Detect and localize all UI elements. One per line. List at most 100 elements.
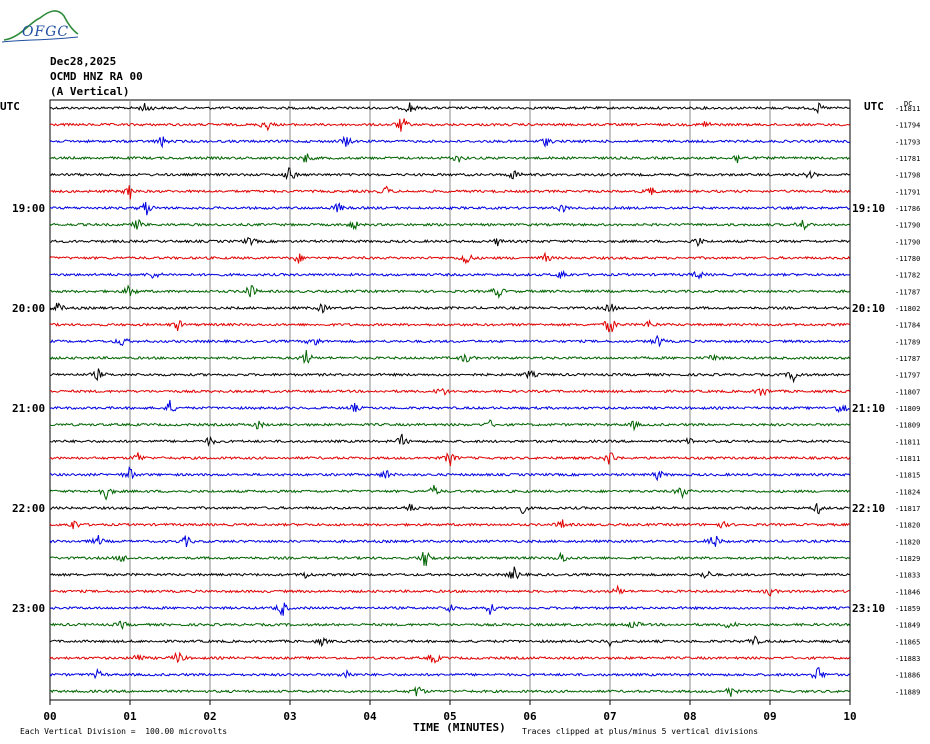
trace-line — [49, 399, 850, 414]
trace-line — [49, 519, 850, 530]
trace-line — [49, 135, 850, 149]
trace-line — [49, 284, 850, 300]
dc-offset-label: -11790 — [895, 238, 920, 246]
dc-offset-label: -11824 — [895, 488, 920, 496]
trace-line — [49, 566, 850, 580]
right-hour-label: 21:10 — [852, 402, 885, 415]
trace-line — [49, 185, 851, 200]
trace-line — [49, 118, 850, 132]
dc-header: DC — [904, 100, 912, 108]
trace-line — [49, 419, 851, 432]
trace-line — [49, 620, 851, 631]
left-hour-label: 20:00 — [12, 302, 45, 315]
x-tick-label: 00 — [43, 710, 56, 723]
dc-offset-label: -11789 — [895, 338, 920, 346]
left-hour-label: 21:00 — [12, 402, 45, 415]
x-tick-label: 06 — [523, 710, 537, 723]
dc-offset-label: -11829 — [895, 555, 920, 563]
trace-line — [49, 334, 850, 348]
trace-line — [49, 153, 850, 164]
dc-offset-label: -11797 — [895, 372, 920, 380]
x-tick-label: 07 — [603, 710, 616, 723]
right-axis-title: UTC — [864, 100, 884, 113]
x-tick-label: 05 — [443, 710, 456, 723]
x-axis-title: TIME (MINUTES) — [413, 721, 506, 734]
trace-line — [49, 651, 851, 664]
trace-line — [50, 368, 850, 384]
dc-offset-label: -11811 — [895, 105, 920, 113]
dc-offset-label: -11833 — [895, 572, 920, 580]
trace-line — [49, 484, 850, 501]
trace-line — [49, 349, 851, 365]
x-tick-label: 01 — [123, 710, 137, 723]
dc-offset-label: -11820 — [895, 522, 920, 530]
dc-offset-label: -11809 — [895, 405, 920, 413]
trace-line — [49, 503, 850, 515]
dc-offset-label: -11849 — [895, 622, 920, 630]
trace-line — [49, 236, 850, 248]
dc-offset-label: -11786 — [895, 205, 920, 213]
x-tick-label: 02 — [203, 710, 216, 723]
logo-icon — [1, 10, 79, 43]
trace-line — [49, 318, 850, 333]
dc-offset-label: -11787 — [895, 355, 920, 363]
component-label: (A Vertical) — [50, 85, 130, 98]
trace-line — [49, 452, 851, 467]
dc-offset-label: -11793 — [895, 138, 920, 146]
trace-line — [49, 535, 850, 548]
trace-line — [49, 102, 850, 115]
dc-offset-label: -11780 — [895, 255, 920, 263]
dc-offset-label: -11815 — [895, 472, 920, 480]
plot-grid — [49, 99, 851, 705]
trace-line — [49, 251, 851, 265]
dc-offset-label: -11865 — [895, 638, 920, 646]
dc-offset-label: -11846 — [895, 588, 920, 596]
trace-line — [49, 201, 850, 216]
x-tick-label: 10 — [843, 710, 856, 723]
dc-offset-label: -11787 — [895, 288, 920, 296]
dc-offset-label: -11883 — [895, 655, 920, 663]
date-label: Dec28,2025 — [50, 55, 117, 68]
dc-offset-label: -11790 — [895, 222, 920, 230]
dc-offset-label: -11820 — [895, 538, 920, 546]
x-tick-label: 04 — [363, 710, 377, 723]
scale-note: Each Vertical Division = 100.00 microvol… — [20, 727, 228, 736]
left-hour-label: 22:00 — [12, 502, 45, 515]
dc-offset-label: -11886 — [895, 672, 920, 680]
trace-line — [49, 302, 850, 314]
dc-offset-label: -11802 — [895, 305, 920, 313]
axis-labels: 00 01 02 03 04 05 06 07 08 09 10 UTC UTC DC 19:00 20:00… — [0, 100, 920, 723]
dc-offset-label: -11811 — [895, 438, 920, 446]
dc-offset-label: -11817 — [895, 505, 920, 513]
trace-line — [49, 635, 851, 648]
right-hour-label: 19:10 — [852, 202, 885, 215]
dc-offset-label: -11859 — [895, 605, 920, 613]
trace-line — [49, 387, 851, 397]
trace-line — [49, 685, 850, 697]
right-hour-label: 23:10 — [852, 602, 885, 615]
logo-text: OFGC — [22, 24, 70, 40]
dc-offset-label: -11811 — [895, 455, 920, 463]
x-tick-label: 03 — [283, 710, 296, 723]
trace-line — [49, 167, 850, 181]
trace-line — [49, 269, 850, 280]
dc-offset-label: -11798 — [895, 172, 920, 180]
right-hour-label: 20:10 — [852, 302, 885, 315]
x-tick-label: 08 — [683, 710, 696, 723]
clip-note: Traces clipped at plus/minus 5 vertical … — [522, 727, 759, 736]
trace-line — [49, 584, 850, 597]
dc-offset-label: -11781 — [895, 155, 920, 163]
trace-line — [49, 218, 850, 231]
trace-group — [49, 102, 851, 697]
left-hour-label: 19:00 — [12, 202, 45, 215]
trace-line — [49, 551, 850, 567]
trace-line — [49, 433, 850, 448]
dc-offset-label: -11782 — [895, 272, 920, 280]
x-tick-label: 09 — [763, 710, 776, 723]
trace-line — [49, 466, 851, 482]
left-axis-title: UTC — [0, 100, 20, 113]
left-hour-label: 23:00 — [12, 602, 45, 615]
dc-offset-label: -11889 — [895, 688, 920, 696]
dc-offset-label: -11794 — [895, 122, 920, 130]
